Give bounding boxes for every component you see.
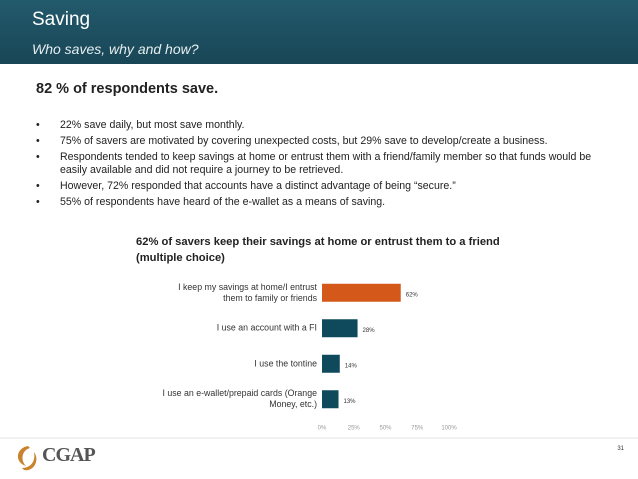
bullet: 55% of respondents have heard of the e-w… [36,196,596,209]
category-label: I use an e-wallet/prepaid cards (Orange … [162,388,317,410]
value-label: 13% [344,399,357,405]
bar [322,319,358,338]
bullet: However, 72% responded that accounts hav… [36,180,596,193]
category-label: I use the tontine [254,358,317,369]
category-label: I use an account with a FI [216,322,317,333]
slide-subtitle: Who saves, why and how? [32,41,199,57]
category-label: I keep my savings at home/I entrust them… [178,281,317,303]
logo: CGAP [42,444,96,466]
x-tick-label: 25% [348,426,361,432]
bullet: 75% of savers are motivated by covering … [36,135,596,148]
x-tick-label: 100% [441,426,457,432]
header-band [0,0,638,64]
value-label: 14% [345,363,358,369]
bar [322,354,340,373]
value-label: 62% [406,292,419,298]
x-tick-label: 0% [318,426,327,432]
bullet: 22% save daily, but most save monthly. [36,119,596,132]
logo-swirl [22,452,37,471]
logo-swirl [17,446,30,466]
slide-title: Saving [32,9,91,30]
x-tick-label: 75% [411,426,424,432]
page-number: 31 [617,446,624,452]
bullet: Respondents tended to keep savings at ho… [36,151,596,176]
bullet-list: 22% save daily, but most save monthly. 75… [36,119,596,212]
bar [322,390,339,409]
chart-title: 62% of savers keep their savings at home… [136,236,500,264]
bar [322,283,401,302]
headline: 82 % of respondents save. [36,81,219,97]
value-label: 28% [363,328,376,334]
x-tick-label: 50% [379,426,392,432]
